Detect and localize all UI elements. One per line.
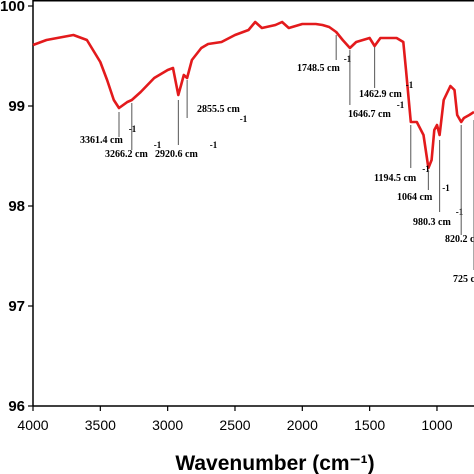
- annotation-sup: -1: [210, 140, 218, 150]
- annotation-label: 725 cm: [453, 274, 474, 285]
- annotation-sup: -1: [240, 114, 248, 124]
- x-tick-label: 1500: [354, 417, 385, 433]
- y-tick-label: 97: [8, 298, 25, 315]
- annotation-label: 1462.9 cm: [359, 89, 402, 100]
- y-tick-label: 100: [0, 0, 25, 15]
- x-tick-label: 3000: [152, 417, 183, 433]
- annotation-label: 3266.2 cm: [105, 149, 148, 160]
- annotation-label: 820.2 cm: [445, 234, 474, 245]
- annotation-label: 980.3 cm: [413, 217, 451, 228]
- x-tick-label: 2000: [287, 417, 318, 433]
- spectrum-line: [32, 20, 474, 170]
- x-tick-label: 4000: [17, 417, 48, 433]
- annotation-label: 1646.7 cm: [348, 109, 391, 120]
- annotation-label: 1748.5 cm: [297, 63, 340, 74]
- annotation-sup: -1: [129, 124, 137, 134]
- annotation-sup: -1: [442, 183, 450, 193]
- annotation-sup: -1: [397, 100, 405, 110]
- annotation-sup: -1: [154, 140, 162, 150]
- annotation-sup: -1: [406, 80, 414, 90]
- annotation-label: 3361.4 cm: [80, 135, 123, 146]
- y-tick-label: 98: [8, 198, 25, 215]
- y-tick-label: 96: [8, 398, 25, 415]
- annotation-sup: -1: [422, 164, 430, 174]
- x-tick-label: 2500: [219, 417, 250, 433]
- annotation-label: 2855.5 cm: [197, 104, 240, 115]
- y-tick-label: 99: [8, 98, 25, 115]
- annotation-label: 1194.5 cm: [374, 173, 417, 184]
- annotation-label: 1064 cm: [397, 192, 433, 203]
- annotation-sup: -1: [344, 54, 352, 64]
- x-tick-label: 1000: [421, 417, 452, 433]
- x-tick-label: 3500: [85, 417, 116, 433]
- annotation-label: 2920.6 cm: [155, 149, 198, 160]
- x-axis-label: Wavenumber (cm⁻¹): [175, 452, 374, 474]
- annotation-sup: -1: [456, 207, 464, 217]
